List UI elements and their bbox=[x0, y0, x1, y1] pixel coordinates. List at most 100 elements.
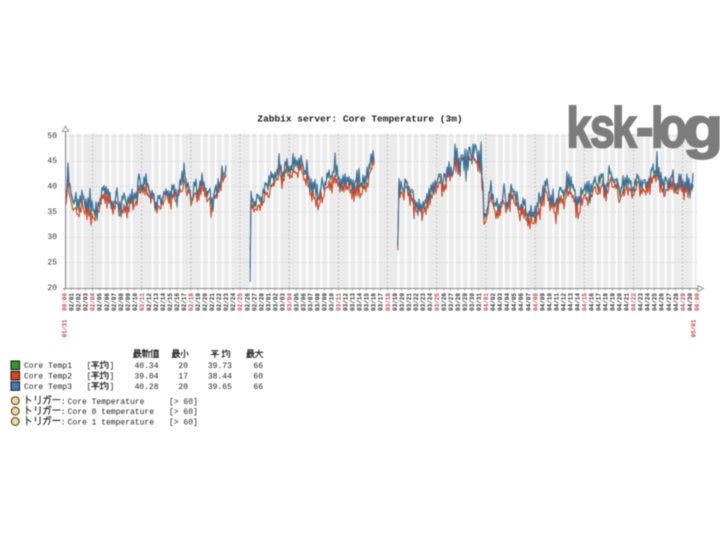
svg-text:03/01: 03/01 bbox=[265, 293, 272, 311]
svg-text:k: k bbox=[567, 96, 592, 160]
svg-text:04/17: 04/17 bbox=[596, 293, 603, 311]
svg-text:03/13: 03/13 bbox=[350, 293, 357, 311]
svg-text:03/15: 03/15 bbox=[364, 293, 371, 311]
svg-text:03/29: 03/29 bbox=[462, 293, 469, 311]
svg-text:66: 66 bbox=[253, 362, 263, 371]
svg-text:]: ] bbox=[110, 362, 115, 371]
svg-text:03/18: 03/18 bbox=[385, 293, 392, 311]
svg-text:20: 20 bbox=[47, 284, 57, 293]
svg-text:02/09: 02/09 bbox=[125, 293, 132, 311]
svg-text:04/25: 04/25 bbox=[652, 293, 659, 311]
svg-text:02/23: 02/23 bbox=[223, 293, 230, 311]
svg-text:04/09: 04/09 bbox=[539, 293, 546, 311]
svg-text:02/10: 02/10 bbox=[132, 293, 139, 311]
svg-text:03/12: 03/12 bbox=[343, 293, 350, 311]
svg-text:03/05: 03/05 bbox=[293, 293, 300, 311]
svg-text:00:00: 00:00 bbox=[62, 293, 69, 311]
svg-text:03/19: 03/19 bbox=[392, 293, 399, 311]
svg-text:02/24: 02/24 bbox=[230, 293, 237, 311]
svg-text:40: 40 bbox=[47, 183, 57, 192]
svg-text:00:00: 00:00 bbox=[694, 293, 701, 311]
svg-text:02/06: 02/06 bbox=[104, 293, 111, 311]
svg-text:04/16: 04/16 bbox=[588, 293, 595, 311]
svg-text:02/11: 02/11 bbox=[139, 293, 146, 311]
svg-text:g: g bbox=[683, 96, 720, 160]
svg-text:s: s bbox=[590, 96, 615, 160]
svg-text:04/10: 04/10 bbox=[546, 293, 553, 311]
svg-text:02/14: 02/14 bbox=[160, 293, 167, 311]
svg-text:Core Temp3: Core Temp3 bbox=[24, 383, 72, 392]
svg-text:[> 60]: [> 60] bbox=[169, 419, 198, 428]
svg-text:03/03: 03/03 bbox=[279, 293, 286, 311]
svg-text:Zabbix server: Core Temperatur: Zabbix server: Core Temperature (3m) bbox=[257, 114, 462, 125]
svg-text:04/24: 04/24 bbox=[645, 293, 652, 311]
svg-text:39.04: 39.04 bbox=[134, 373, 158, 382]
svg-text:04/05: 04/05 bbox=[511, 293, 518, 311]
svg-text:04/15: 04/15 bbox=[581, 293, 588, 311]
svg-text:04/01: 04/01 bbox=[483, 293, 490, 311]
svg-text:20: 20 bbox=[178, 362, 188, 371]
svg-text:04/27: 04/27 bbox=[666, 293, 673, 311]
svg-text:04/04: 04/04 bbox=[504, 293, 511, 311]
svg-text:02/19: 02/19 bbox=[195, 293, 202, 311]
svg-text:03/06: 03/06 bbox=[300, 293, 307, 311]
svg-text::: : bbox=[61, 408, 66, 417]
svg-text:04/02: 04/02 bbox=[490, 293, 497, 311]
svg-text:02/07: 02/07 bbox=[111, 293, 118, 311]
svg-text:04/26: 04/26 bbox=[659, 293, 666, 311]
svg-text:02/13: 02/13 bbox=[153, 293, 160, 311]
svg-text:03/28: 03/28 bbox=[455, 293, 462, 311]
svg-text:04/07: 04/07 bbox=[525, 293, 532, 311]
svg-text:02/17: 02/17 bbox=[181, 293, 188, 311]
svg-text::: : bbox=[61, 398, 66, 407]
svg-text:04/14: 04/14 bbox=[574, 293, 581, 311]
svg-text::: : bbox=[61, 419, 66, 428]
svg-text:03/24: 03/24 bbox=[427, 293, 434, 311]
svg-text:66: 66 bbox=[253, 383, 263, 392]
svg-text:04/21: 04/21 bbox=[624, 293, 631, 311]
svg-text:Core Temp1: Core Temp1 bbox=[24, 362, 72, 371]
svg-text:03/26: 03/26 bbox=[441, 293, 448, 311]
svg-text:17: 17 bbox=[178, 373, 188, 382]
svg-text:02/28: 02/28 bbox=[258, 293, 265, 311]
svg-text:03/04: 03/04 bbox=[286, 293, 293, 311]
svg-text:[: [ bbox=[87, 373, 92, 382]
svg-text:20: 20 bbox=[178, 383, 188, 392]
svg-text:35: 35 bbox=[47, 208, 57, 217]
svg-text:04/13: 04/13 bbox=[567, 293, 574, 311]
svg-text:02/05: 02/05 bbox=[97, 293, 104, 311]
svg-text:03/09: 03/09 bbox=[322, 293, 329, 311]
svg-text:04/23: 04/23 bbox=[638, 293, 645, 311]
svg-text:02/02: 02/02 bbox=[76, 293, 83, 311]
svg-text:03/07: 03/07 bbox=[307, 293, 314, 311]
svg-text:04/20: 04/20 bbox=[617, 293, 624, 311]
svg-text:[> 60]: [> 60] bbox=[169, 408, 198, 417]
svg-text:[: [ bbox=[87, 383, 92, 392]
svg-text:l: l bbox=[651, 96, 663, 160]
svg-text:Core Temperature: Core Temperature bbox=[68, 398, 145, 407]
svg-text:o: o bbox=[659, 95, 687, 159]
svg-text:03/25: 03/25 bbox=[434, 293, 441, 311]
svg-text:k: k bbox=[612, 96, 637, 160]
svg-text:60: 60 bbox=[253, 373, 263, 382]
svg-text:04/22: 04/22 bbox=[631, 293, 638, 311]
svg-text:02/21: 02/21 bbox=[209, 293, 216, 311]
svg-text:40.28: 40.28 bbox=[134, 383, 158, 392]
svg-text:02/16: 02/16 bbox=[174, 293, 181, 311]
svg-text:03/22: 03/22 bbox=[413, 293, 420, 311]
svg-text:02/03: 02/03 bbox=[83, 293, 90, 311]
svg-text:02/15: 02/15 bbox=[167, 293, 174, 311]
svg-text:Core Temp2: Core Temp2 bbox=[24, 373, 72, 382]
svg-text:Core 1 temperature: Core 1 temperature bbox=[68, 419, 155, 428]
svg-text:Core 0 temperature: Core 0 temperature bbox=[68, 408, 155, 417]
svg-text:02/04: 02/04 bbox=[90, 293, 97, 311]
svg-text:]: ] bbox=[110, 373, 115, 382]
svg-text:[: [ bbox=[87, 362, 92, 371]
svg-text:40.34: 40.34 bbox=[134, 362, 158, 371]
svg-text:03/14: 03/14 bbox=[357, 293, 364, 311]
svg-text:03/17: 03/17 bbox=[378, 293, 385, 311]
svg-text:02/27: 02/27 bbox=[251, 293, 258, 311]
svg-text:04/29: 04/29 bbox=[680, 293, 687, 311]
svg-text:04/19: 04/19 bbox=[610, 293, 617, 311]
svg-text:45: 45 bbox=[47, 157, 57, 166]
